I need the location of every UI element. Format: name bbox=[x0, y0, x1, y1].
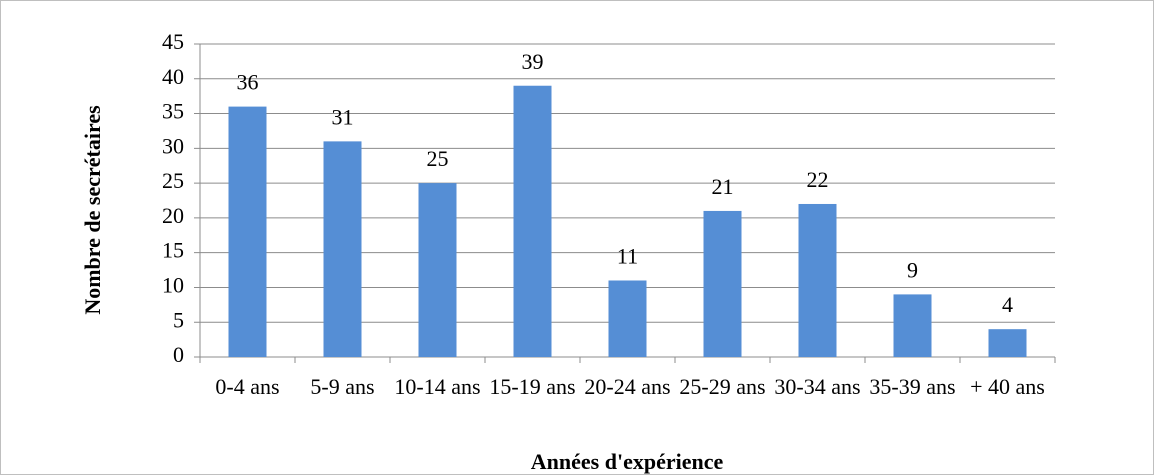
y-tick-label: 40 bbox=[162, 64, 184, 89]
x-tick-label: 30-34 ans bbox=[774, 374, 861, 399]
bar bbox=[703, 210, 742, 357]
x-tick-label: 5-9 ans bbox=[310, 374, 375, 399]
x-tick-label: 10-14 ans bbox=[394, 374, 481, 399]
x-tick-label: 25-29 ans bbox=[679, 374, 766, 399]
data-label: 31 bbox=[332, 104, 354, 129]
bar bbox=[513, 85, 552, 357]
x-tick-label: + 40 ans bbox=[970, 374, 1045, 399]
bar bbox=[228, 106, 267, 357]
y-tick-label: 25 bbox=[162, 168, 184, 193]
data-label: 22 bbox=[807, 167, 829, 192]
x-tick-label: 15-19 ans bbox=[489, 374, 576, 399]
y-tick-label: 20 bbox=[162, 203, 184, 228]
bar bbox=[323, 141, 362, 357]
bar bbox=[893, 294, 932, 357]
y-tick-label: 30 bbox=[162, 133, 184, 158]
y-tick-label: 15 bbox=[162, 238, 184, 263]
y-axis-title: Nombre de secrétaires bbox=[80, 105, 105, 315]
y-tick-label: 45 bbox=[162, 29, 184, 54]
data-label: 11 bbox=[617, 244, 638, 269]
x-tick-label: 20-24 ans bbox=[584, 374, 671, 399]
data-label: 4 bbox=[1002, 292, 1013, 317]
bar bbox=[798, 203, 837, 357]
bar bbox=[608, 280, 647, 357]
y-tick-label: 10 bbox=[162, 272, 184, 297]
x-axis-title: Années d'expérience bbox=[531, 449, 724, 474]
data-label: 39 bbox=[522, 49, 544, 74]
data-label: 25 bbox=[427, 146, 449, 171]
data-label: 9 bbox=[907, 257, 918, 282]
y-tick-label: 35 bbox=[162, 99, 184, 124]
y-tick-label: 5 bbox=[173, 307, 184, 332]
y-tick-label: 0 bbox=[173, 342, 184, 367]
x-tick-label: 0-4 ans bbox=[215, 374, 280, 399]
bar bbox=[988, 329, 1027, 357]
data-label: 36 bbox=[237, 70, 259, 95]
x-tick-label: 35-39 ans bbox=[869, 374, 956, 399]
data-label: 21 bbox=[712, 174, 734, 199]
bar bbox=[418, 183, 457, 357]
